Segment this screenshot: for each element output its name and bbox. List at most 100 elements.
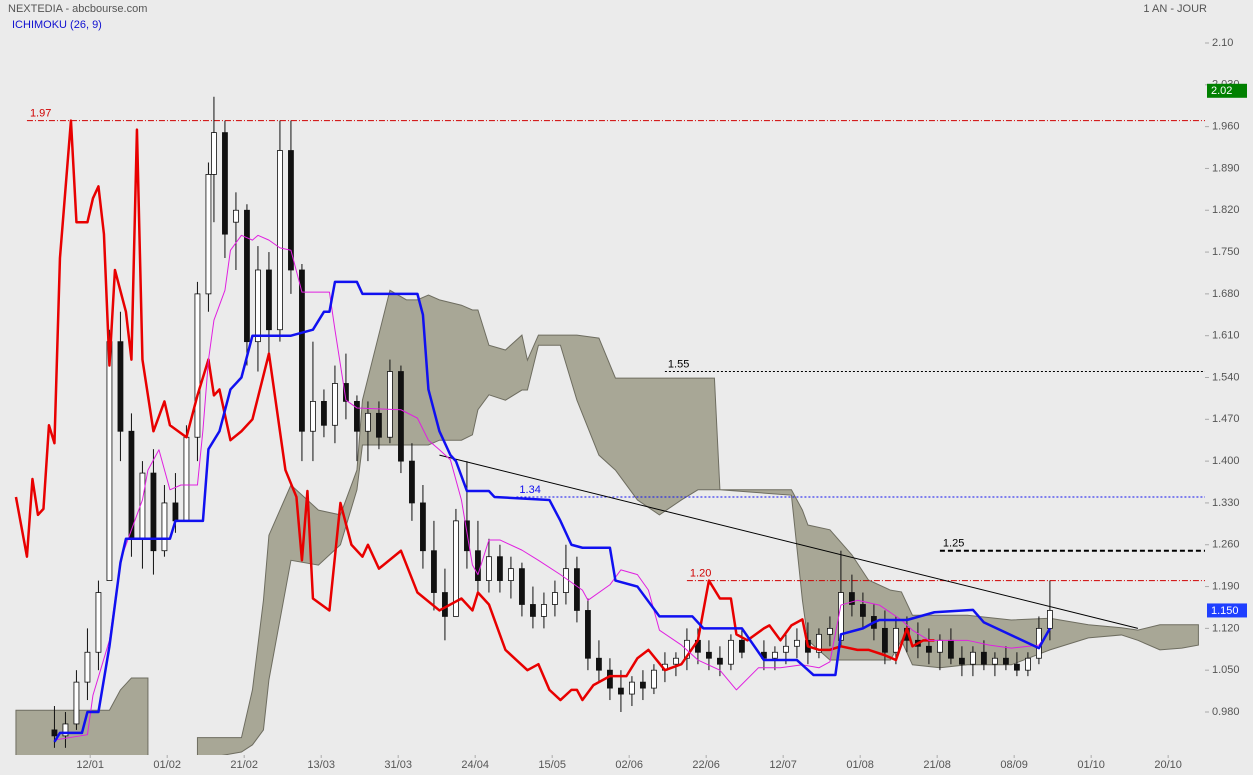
- x-tick-label: 20/10: [1154, 759, 1182, 771]
- candle-body: [288, 150, 294, 271]
- x-tick-label: 12/01: [76, 759, 104, 771]
- candle-body: [959, 657, 965, 665]
- candle-body: [728, 639, 734, 665]
- x-tick-label: 08/09: [1000, 759, 1028, 771]
- candle-body: [51, 729, 58, 737]
- candle-body: [585, 610, 591, 659]
- x-tick-label: 21/02: [230, 759, 258, 771]
- x-tick-label: 22/06: [692, 759, 720, 771]
- x-tick-label: 01/02: [153, 759, 181, 771]
- candle-body: [596, 657, 602, 671]
- candle-body: [95, 592, 102, 653]
- x-tick-label: 21/08: [923, 759, 951, 771]
- price-tag-label: 2.02: [1211, 85, 1232, 97]
- trend-line: [439, 454, 1139, 629]
- candle-body: [827, 627, 833, 635]
- indicator-line: [53, 280, 1052, 743]
- candle-body: [1047, 610, 1053, 629]
- candle-body: [106, 341, 113, 581]
- indicator-label: ICHIMOKU (26, 9): [12, 19, 102, 31]
- y-tick-label: 0.980: [1212, 706, 1240, 718]
- indicator-line: [54, 234, 1051, 741]
- candle-body: [442, 592, 448, 617]
- plot-area: [14, 96, 1205, 755]
- y-tick-label: 1.960: [1212, 121, 1240, 133]
- candle-body: [475, 550, 481, 581]
- candle-body: [1025, 657, 1031, 671]
- candle-body: [62, 723, 69, 737]
- candle-body: [508, 568, 514, 581]
- x-tick-label: 13/03: [307, 759, 335, 771]
- candle-body: [84, 651, 91, 683]
- candle-body: [497, 556, 503, 581]
- candle-body: [128, 430, 135, 540]
- candle-body: [431, 550, 437, 593]
- indicator-line: [14, 119, 935, 702]
- y-tick-label: 1.680: [1212, 288, 1240, 300]
- candle-body: [310, 400, 316, 432]
- candle-body: [150, 472, 157, 552]
- y-tick-label: 1.330: [1212, 497, 1240, 509]
- candle-body: [893, 627, 899, 653]
- price-tag-label: 1.150: [1211, 605, 1239, 617]
- candle-body: [194, 293, 201, 438]
- x-tick-label: 12/07: [769, 759, 797, 771]
- candle-body: [277, 150, 283, 331]
- y-tick-label: 1.540: [1212, 371, 1240, 383]
- candle-body: [937, 639, 943, 653]
- candle-body: [117, 341, 124, 432]
- candle-body: [717, 657, 723, 665]
- candle-body: [1003, 657, 1009, 665]
- candle-body: [618, 687, 624, 695]
- candle-body: [794, 639, 800, 647]
- candle-body: [365, 412, 371, 432]
- level-label: 1.34: [519, 484, 540, 496]
- x-tick-label: 15/05: [538, 759, 566, 771]
- candle-body: [354, 400, 360, 432]
- candle-body: [161, 502, 168, 552]
- candle-body: [172, 502, 179, 522]
- y-tick-label: 1.260: [1212, 539, 1240, 551]
- candle-body: [948, 639, 954, 659]
- candle-body: [409, 460, 415, 504]
- candle-body: [552, 592, 558, 605]
- price-tag: [1207, 603, 1247, 618]
- level-label: 1.97: [30, 108, 51, 120]
- x-tick-label: 31/03: [384, 759, 412, 771]
- candle-body: [574, 568, 580, 611]
- candle-body: [255, 269, 261, 343]
- x-tick-label: 01/10: [1077, 759, 1105, 771]
- candle-body: [981, 651, 987, 665]
- candle-body: [816, 633, 822, 653]
- y-tick-label: 1.050: [1212, 664, 1240, 676]
- candle-body: [299, 269, 305, 432]
- level-label: 1.55: [668, 358, 689, 370]
- candle-body: [453, 520, 459, 617]
- candle-body: [739, 639, 745, 653]
- y-tick-label: 1.610: [1212, 330, 1240, 342]
- x-tick-label: 01/08: [846, 759, 874, 771]
- candle-body: [183, 436, 190, 522]
- candle-body: [926, 645, 932, 653]
- candle-body: [992, 657, 998, 665]
- candle-body: [783, 645, 789, 653]
- candle-body: [343, 383, 349, 402]
- candle-body: [629, 681, 635, 695]
- y-tick-label: 1.190: [1212, 580, 1240, 592]
- candle-body: [420, 502, 426, 552]
- candle-body: [376, 412, 382, 438]
- candle-body: [640, 681, 646, 689]
- candle-body: [321, 400, 327, 426]
- candle-body: [222, 132, 228, 235]
- candle-body: [530, 604, 536, 617]
- candle-body: [849, 592, 855, 605]
- y-tick-label: 1.820: [1212, 204, 1240, 216]
- period-label: 1 AN - JOUR: [1143, 3, 1207, 15]
- candle-body: [266, 269, 272, 331]
- x-tick-label: 02/06: [615, 759, 643, 771]
- candle-body: [563, 568, 569, 593]
- chart-title: NEXTEDIA - abcbourse.com: [8, 3, 147, 15]
- level-label: 1.25: [943, 538, 964, 550]
- candle-body: [486, 556, 492, 581]
